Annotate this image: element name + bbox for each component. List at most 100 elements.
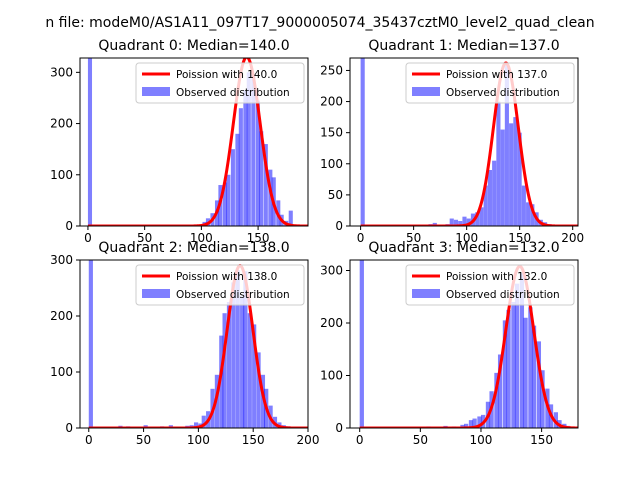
x-tick-label: 50: [136, 433, 151, 447]
x-tick-label: 0: [85, 433, 93, 447]
legend-bar-swatch: [142, 289, 170, 298]
histogram-bar: [458, 221, 463, 226]
legend: Poission with 140.0 Observed distribution: [135, 62, 305, 104]
axes-frame: [349, 259, 579, 429]
legend-label-poisson: Poission with 132.0: [446, 271, 547, 283]
x-tick-label: 150: [508, 231, 531, 245]
y-tick-label: 300: [50, 65, 73, 79]
histogram-bar: [252, 324, 257, 428]
histogram-bar: [540, 370, 545, 428]
histogram-bar: [506, 309, 511, 428]
legend-box: [405, 62, 575, 104]
plot-area: [87, 260, 308, 428]
y-tick-label: 100: [320, 157, 343, 171]
histogram-bar: [500, 129, 505, 226]
y-tick-label: 0: [335, 219, 343, 233]
subplot-title: Quadrant 0: Median=140.0: [98, 38, 289, 54]
histogram-bar: [530, 204, 535, 226]
histogram-bar: [222, 182, 228, 226]
legend-box: [135, 62, 305, 104]
histogram-bar: [449, 218, 454, 226]
legend-box: [135, 264, 305, 306]
histogram-bar: [472, 418, 477, 428]
histogram-bar: [235, 270, 240, 428]
legend: Poission with 138.0 Observed distribution: [135, 264, 305, 306]
subplot-title: Quadrant 3: Median=132.0: [368, 240, 559, 256]
x-tick-label: 50: [413, 433, 428, 447]
histogram-bar: [219, 335, 224, 428]
histogram-bar: [504, 64, 509, 226]
y-tick-label: 200: [50, 117, 73, 131]
poisson-curve: [359, 61, 578, 226]
axes-frame: [79, 259, 309, 429]
histogram-bar: [531, 325, 537, 428]
histogram-bar: [259, 131, 264, 226]
legend-label-observed: Observed distribution: [176, 87, 290, 99]
x-tick-label: 200: [297, 433, 320, 447]
x-tick-label: 0: [357, 231, 365, 245]
y-tick-label: 250: [320, 63, 343, 77]
histogram-bar: [521, 185, 526, 226]
histogram-bar: [479, 207, 484, 226]
histogram-bar: [494, 372, 499, 428]
histogram-bar: [460, 424, 465, 428]
histogram-bar: [492, 160, 497, 226]
histogram-bar: [226, 302, 232, 428]
x-tick-label: 50: [406, 231, 421, 245]
legend-label-poisson: Poission with 140.0: [176, 69, 277, 81]
histogram-bar: [513, 117, 518, 226]
x-tick-label: 150: [242, 433, 265, 447]
histogram-bar: [222, 313, 227, 428]
legend: Poission with 132.0 Observed distribution: [405, 264, 575, 306]
x-tick-label: 50: [137, 231, 152, 245]
histogram-bar: [238, 108, 243, 226]
legend-bar-swatch: [412, 289, 440, 298]
legend-bar-swatch: [142, 87, 170, 96]
histogram-bar: [360, 58, 365, 226]
x-tick-label: 0: [84, 231, 92, 245]
histogram-bar: [359, 260, 364, 428]
histogram-bar: [496, 101, 501, 226]
legend-label-poisson: Poission with 138.0: [176, 271, 277, 283]
histogram-bar: [260, 374, 266, 428]
histogram-bar: [502, 320, 508, 428]
histogram-bar: [528, 307, 533, 428]
y-tick-label: 100: [50, 168, 73, 182]
histogram-bar: [231, 282, 236, 428]
subplot-title: Quadrant 2: Median=138.0: [98, 240, 289, 256]
legend-label-observed: Observed distribution: [176, 289, 290, 301]
histogram-bar: [519, 273, 525, 428]
histogram-bar: [514, 283, 520, 428]
histogram-bar: [497, 354, 503, 428]
subplot-quadrant-3: 0 50 100 150 0 100 200 300 Quadrant 3: Median=13…: [320, 240, 579, 447]
y-tick-label: 300: [320, 264, 343, 278]
legend-label-observed: Observed distribution: [446, 87, 560, 99]
histogram-bar: [453, 219, 459, 226]
histogram-bar: [243, 90, 248, 226]
histogram-bar: [475, 212, 480, 226]
plot-area: [359, 58, 578, 226]
histogram-bar: [462, 216, 467, 226]
histogram-bar: [256, 352, 261, 428]
legend-label-observed: Observed distribution: [446, 289, 560, 301]
legend: Poission with 137.0 Observed distribution: [405, 62, 575, 104]
figure-suptitle: n file: modeM0/AS1A11_097T17_9000005074_…: [45, 15, 594, 31]
histogram-bar: [509, 123, 514, 226]
x-tick-label: 150: [530, 433, 553, 447]
histogram-bar: [487, 170, 492, 226]
y-tick-label: 300: [50, 253, 73, 267]
histogram-bar: [230, 149, 235, 226]
histogram-bar: [243, 271, 248, 428]
legend-label-poisson: Poission with 137.0: [446, 69, 547, 81]
histogram-bar: [468, 420, 474, 428]
y-tick-label: 200: [50, 309, 73, 323]
y-tick-label: 50: [328, 188, 343, 202]
histogram-bar: [201, 415, 206, 428]
histogram-bar: [246, 72, 251, 226]
histogram-bar: [526, 202, 531, 226]
y-tick-label: 0: [65, 421, 73, 435]
histogram-bar: [536, 341, 542, 428]
subplot-title: Quadrant 1: Median=137.0: [368, 38, 559, 54]
histogram-bar: [288, 210, 293, 226]
